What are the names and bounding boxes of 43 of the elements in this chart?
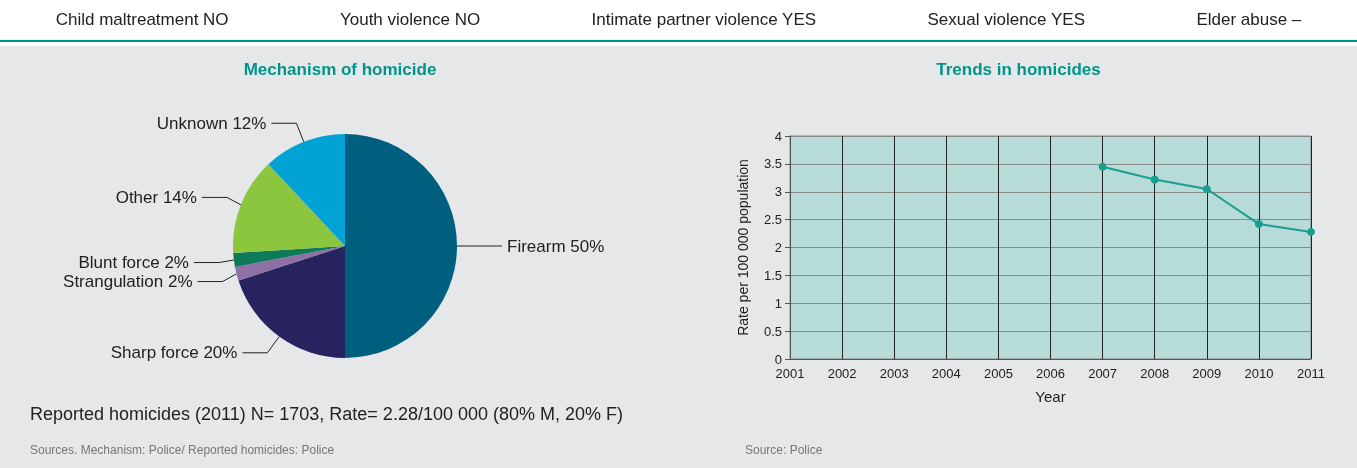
x-tick-label: 2008 [1140,366,1170,381]
y-tick-label: 4 [774,128,782,144]
point [1098,162,1107,171]
chart-title: Mechanism of homicide [243,60,437,79]
slice-label: Blunt force 2% [78,253,189,273]
x-tick-label: 2006 [1036,366,1065,381]
y-tick-label: 3.5 [763,156,782,172]
slice-label: Strangulation 2% [63,272,193,292]
point [1202,184,1211,193]
text: Intimate partner violence YES [591,10,817,30]
y-tick-label: 1 [774,295,782,311]
x-tick-label: 2011 [1297,366,1325,381]
source-note: Source: Police [745,443,823,457]
chart-title: Trends in homicides [936,60,1101,79]
x-tick-label: 2009 [1192,366,1222,381]
y-tick-label: 0.5 [763,323,782,339]
slice-label: Firearm 50% [507,236,605,256]
text: Child maltreatment NO [55,10,229,30]
x-tick-label: 2001 [775,366,805,381]
slice-label: Sharp force 20% [110,343,238,363]
text: Sexual violence YES [927,10,1085,30]
y-tick-label: 2.5 [763,212,782,228]
x-tick-label: 2005 [983,366,1013,381]
point [1254,220,1263,229]
x-axis-title: Year [1035,388,1066,405]
source-note: Sources. Mechanism: Police/ Reported homicides: Police [30,443,335,457]
y-tick-label: 3 [774,184,782,200]
point [1150,175,1159,184]
x-tick-label: 2004 [931,366,961,381]
x-tick-label: 2003 [879,366,909,381]
x-tick-label: 2007 [1088,366,1118,381]
slice-label: Unknown 12% [156,113,267,133]
y-axis-title: Rate per 100 000 population [735,159,751,336]
text: Elder abuse – [1196,10,1302,30]
x-tick-label: 2010 [1244,366,1274,381]
y-tick-label: 0 [774,351,782,367]
point [1307,227,1315,236]
x-tick-label: 2002 [827,366,857,381]
slice-label: Other 14% [115,187,197,207]
text: Youth violence NO [339,10,481,30]
text: Reported homicides (2011) N= 1703, Rate= 2.28/100 000 (80% M, 20% F) [30,404,624,425]
y-tick-label: 2 [774,240,782,255]
y-tick-label: 1.5 [763,267,782,283]
